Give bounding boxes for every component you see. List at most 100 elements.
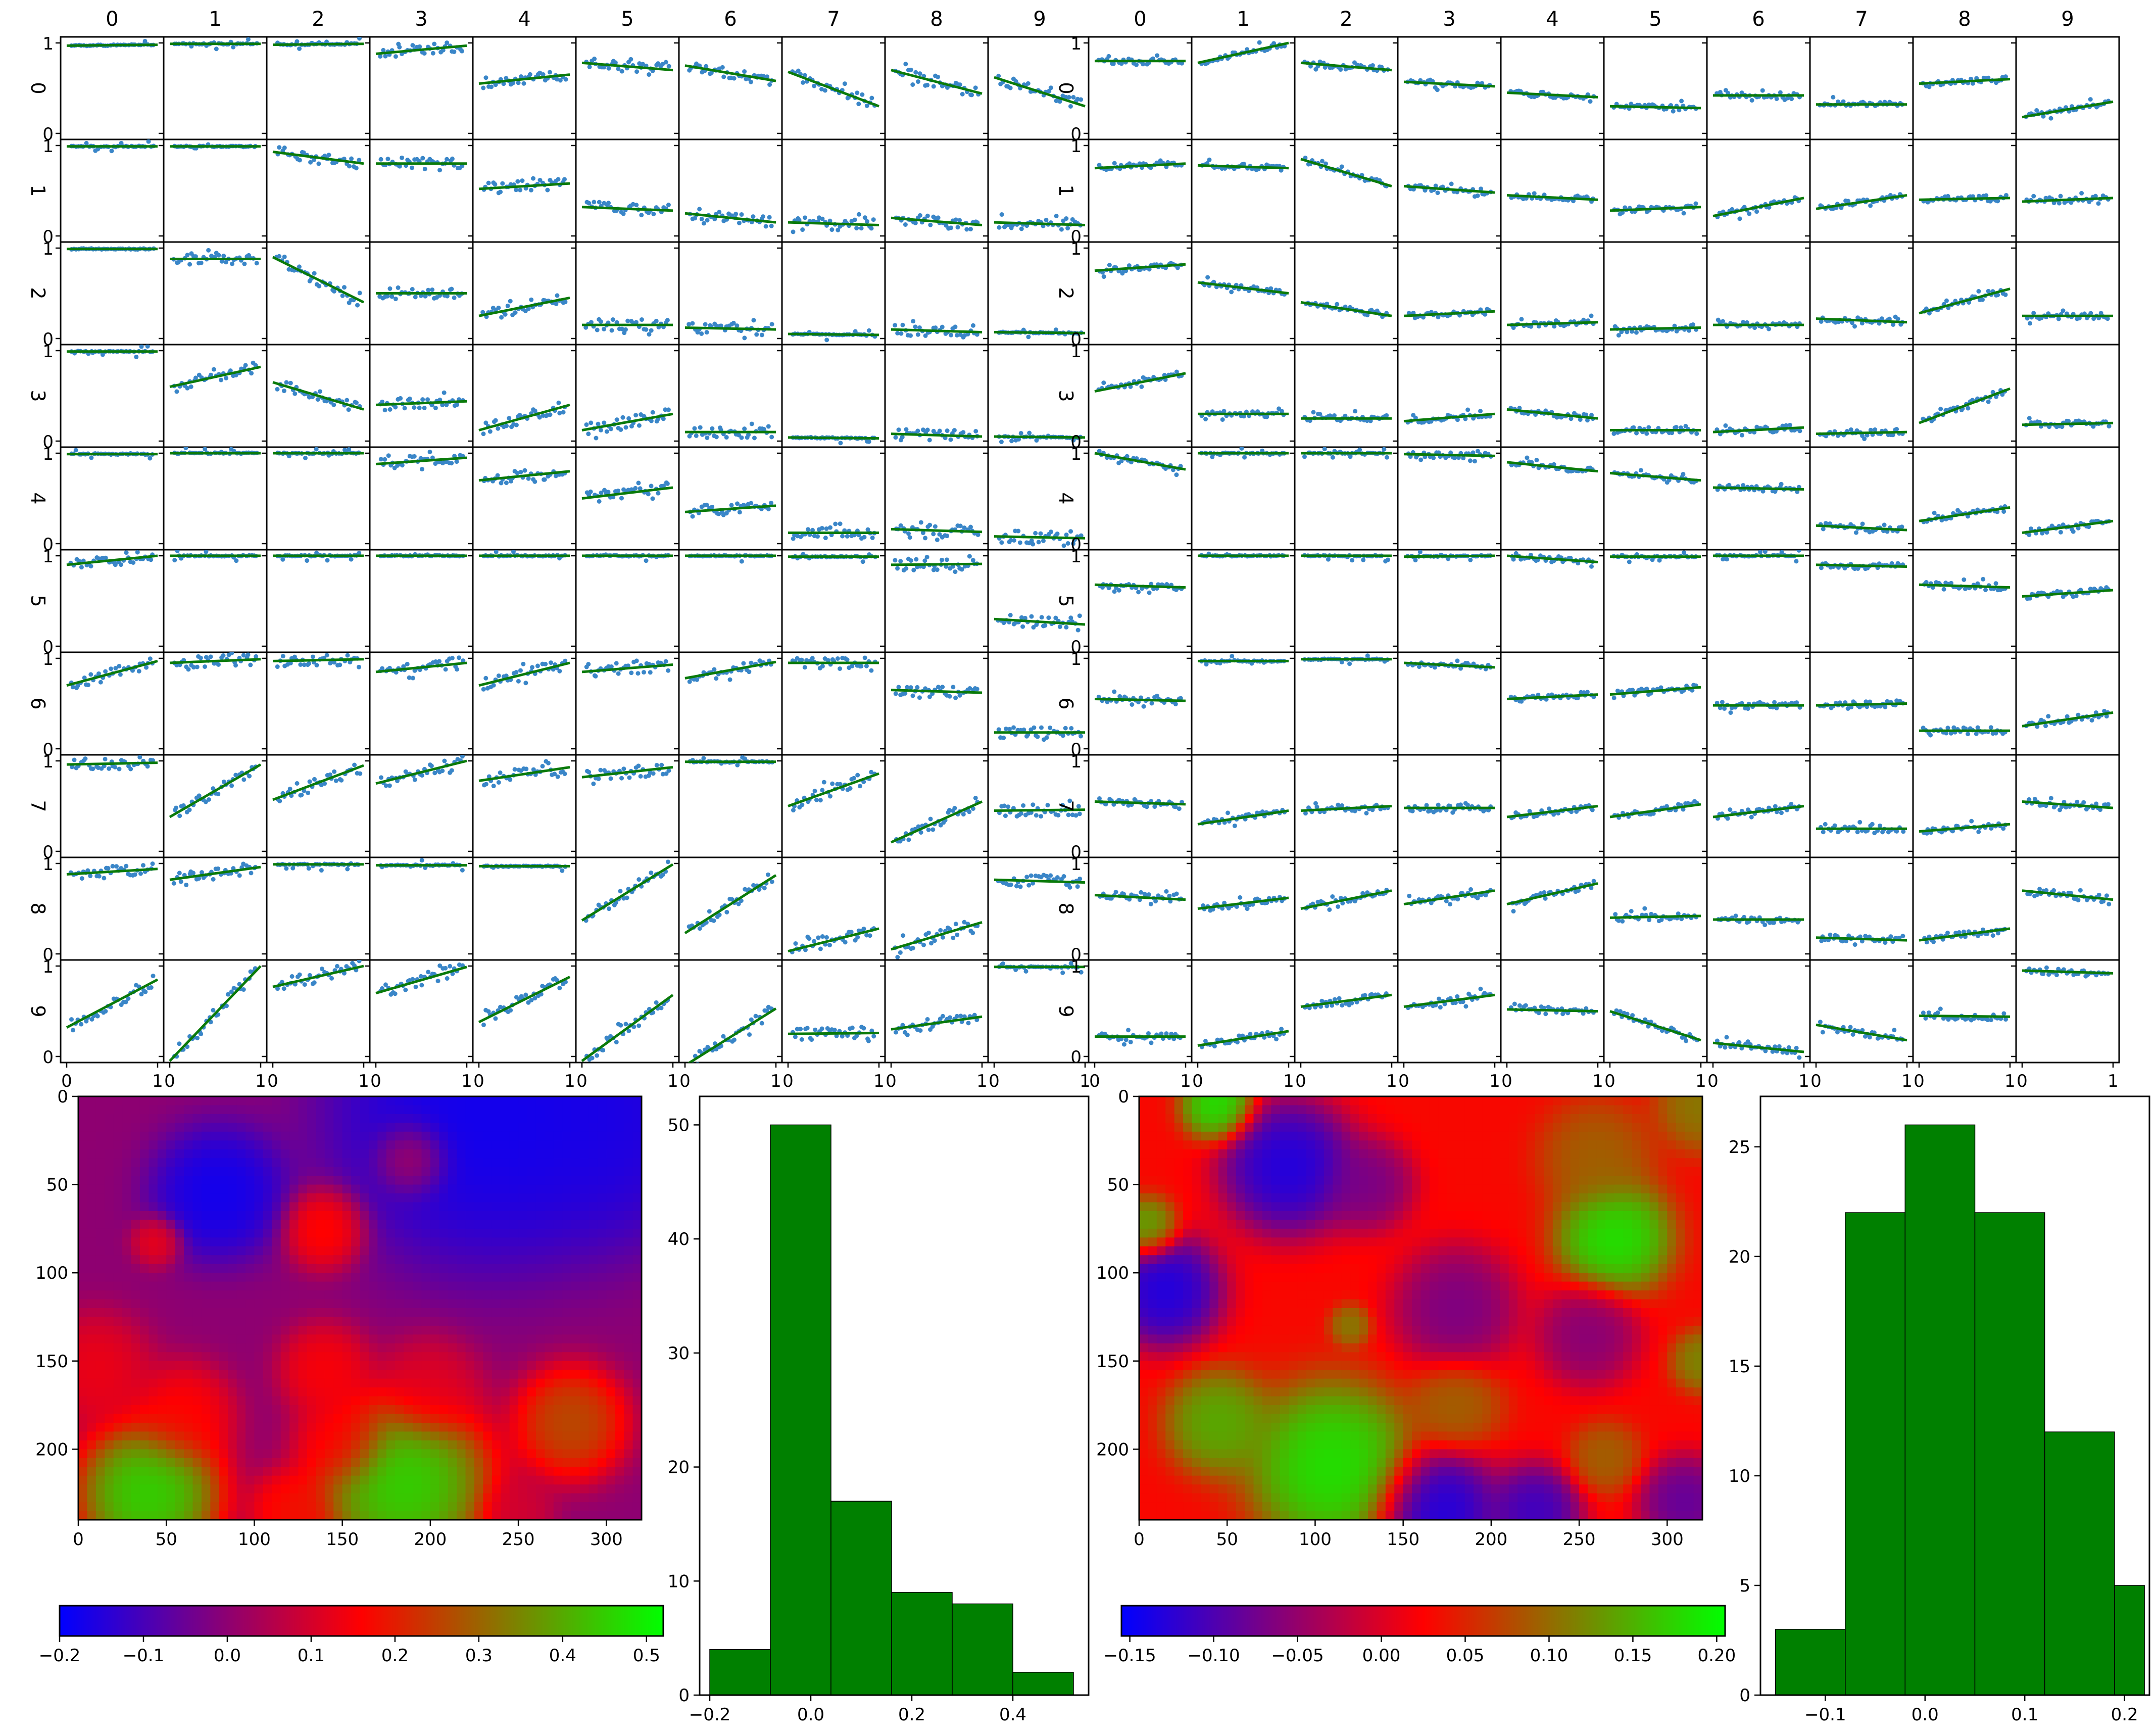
data-point	[1034, 813, 1039, 817]
data-point	[554, 302, 558, 306]
cell-frame	[885, 37, 988, 139]
data-point	[586, 431, 591, 436]
data-point	[953, 696, 958, 700]
data-point	[151, 974, 156, 978]
data-point	[325, 653, 329, 657]
cell-frame	[576, 37, 679, 139]
data-point	[1000, 212, 1004, 217]
data-point	[146, 139, 151, 144]
data-point	[400, 463, 405, 467]
data-point	[840, 1034, 845, 1039]
data-point	[832, 1028, 837, 1032]
data-point	[966, 1021, 971, 1025]
data-point	[597, 499, 602, 504]
data-point	[941, 935, 945, 940]
data-point	[850, 1026, 855, 1030]
data-point	[1033, 531, 1038, 536]
data-point	[793, 941, 798, 946]
data-point	[609, 776, 613, 781]
data-point	[649, 328, 654, 333]
data-point	[697, 207, 702, 211]
data-point	[481, 86, 485, 90]
data-point	[1066, 812, 1071, 817]
data-point	[1026, 334, 1031, 339]
data-point	[936, 215, 941, 220]
data-point	[540, 764, 545, 768]
cell-frame	[164, 345, 267, 447]
data-point	[221, 653, 226, 658]
x-tick-label: 0	[164, 1071, 175, 1091]
data-point	[522, 468, 527, 473]
cell-frame	[164, 447, 267, 550]
data-point	[450, 656, 455, 660]
data-point	[303, 456, 308, 460]
data-point	[242, 262, 247, 266]
data-point	[203, 664, 207, 669]
data-point	[923, 536, 927, 540]
data-point	[298, 158, 302, 162]
data-point	[1060, 971, 1065, 975]
x-tick-label: 1	[152, 1071, 163, 1091]
data-point	[862, 535, 866, 540]
data-point	[408, 397, 412, 401]
data-point	[827, 943, 832, 947]
data-point	[450, 768, 454, 773]
data-point	[1055, 532, 1060, 536]
data-point	[594, 674, 598, 679]
data-point	[909, 68, 913, 72]
data-point	[626, 416, 631, 421]
data-point	[1021, 803, 1025, 808]
data-point	[419, 983, 424, 987]
cell-frame	[61, 447, 164, 550]
data-point	[1106, 54, 1111, 59]
scatter-cell	[468, 37, 576, 144]
data-point	[1067, 885, 1072, 890]
data-point	[184, 883, 188, 887]
data-point	[935, 567, 940, 572]
data-point	[528, 72, 532, 77]
data-point	[432, 42, 436, 46]
data-point	[911, 319, 915, 323]
data-point	[74, 448, 78, 452]
data-point	[299, 793, 304, 797]
data-point	[529, 188, 533, 192]
data-point	[1039, 726, 1044, 730]
data-point	[968, 525, 973, 529]
cell-frame	[782, 550, 885, 652]
cell-frame	[61, 139, 164, 242]
scatter-cell	[777, 550, 885, 657]
data-point	[412, 454, 417, 459]
y-tick-label: 1	[42, 444, 54, 464]
data-point	[80, 876, 84, 881]
data-point	[139, 344, 144, 349]
data-point	[606, 490, 610, 494]
data-point	[747, 1032, 752, 1037]
data-point	[513, 310, 518, 315]
data-point	[179, 880, 183, 884]
data-point	[751, 214, 755, 219]
data-point	[379, 157, 383, 162]
data-point	[818, 946, 823, 951]
cell-frame	[782, 755, 885, 857]
data-point	[107, 766, 111, 771]
data-point	[947, 694, 952, 699]
data-point	[928, 816, 933, 821]
data-point	[1754, 209, 1759, 214]
data-point	[314, 663, 319, 667]
data-point	[592, 200, 596, 204]
data-point	[282, 255, 287, 259]
data-point	[1003, 813, 1008, 818]
data-point	[339, 778, 344, 783]
data-point	[237, 873, 242, 878]
column-header: 4	[1546, 8, 1558, 31]
data-point	[1058, 624, 1062, 629]
data-point	[403, 988, 408, 992]
x-tick-label: 0	[370, 1071, 381, 1091]
data-point	[1031, 802, 1035, 807]
data-point	[958, 523, 963, 528]
cell-frame	[576, 139, 679, 242]
data-point	[386, 453, 391, 458]
data-point	[249, 371, 254, 375]
data-point	[275, 664, 280, 669]
data-point	[869, 96, 874, 101]
